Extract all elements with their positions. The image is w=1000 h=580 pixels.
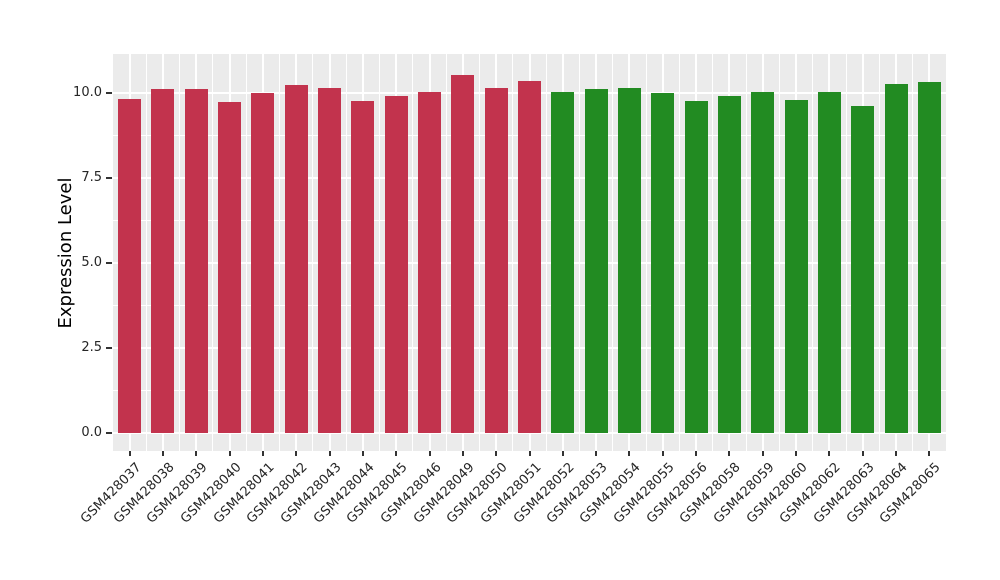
bar [484,87,508,433]
y-tick-mark [106,432,112,434]
bar [617,87,641,433]
minor-gridline-v [912,54,914,451]
bar [284,85,308,433]
y-tick-mark [106,262,112,265]
x-tick-mark [361,451,364,456]
minor-gridline-v [712,54,714,451]
x-tick-mark [161,451,164,456]
x-tick-mark [861,451,864,456]
minor-gridline-v [179,54,181,451]
x-tick-mark [461,451,464,456]
x-tick-mark [495,451,498,456]
bar [717,96,741,433]
bar [817,91,841,433]
y-tick-mark [106,347,112,350]
y-tick-label: 10.0 [73,85,102,101]
x-tick-mark [395,451,398,456]
x-tick-mark [928,451,931,456]
bar [118,99,142,433]
minor-gridline-v [412,54,414,451]
minor-gridline-v [612,54,614,451]
minor-gridline-v [512,54,514,451]
x-tick-mark [728,451,731,456]
bar [218,101,242,433]
bar [451,74,475,433]
plot-panel [113,54,946,451]
minor-gridline-v [212,54,214,451]
minor-gridline-v [778,54,780,451]
x-tick-mark [628,451,631,456]
bar [351,100,375,433]
minor-gridline-v [145,54,147,451]
bar [751,91,775,433]
minor-gridline-v [578,54,580,451]
minor-gridline-v [379,54,381,451]
y-axis-title: Expression Level [55,177,76,329]
bar [251,93,275,433]
bar [917,82,941,433]
x-tick-mark [895,451,898,456]
bar [518,81,541,433]
x-tick-mark [328,451,331,456]
minor-gridline-v [645,54,647,451]
x-tick-mark [561,451,564,456]
bar [318,87,342,433]
bar [184,88,208,433]
x-tick-mark [695,451,698,456]
bar [551,91,575,433]
x-tick-mark [261,451,264,456]
minor-gridline-v [479,54,481,451]
y-tick-mark [106,92,112,95]
minor-gridline-v [878,54,880,451]
x-tick-mark [795,451,798,456]
minor-gridline-v [345,54,347,451]
bar [384,95,408,433]
minor-gridline-v [312,54,314,451]
bar [651,93,675,433]
minor-gridline-v [745,54,747,451]
y-tick-label: 7.5 [81,170,102,186]
minor-gridline-v [245,54,247,451]
minor-gridline-v [678,54,680,451]
x-tick-mark [595,451,598,456]
x-tick-mark [195,451,198,456]
x-tick-mark [828,451,831,456]
x-tick-mark [761,451,764,456]
x-tick-mark [661,451,664,456]
y-tick-label: 0.0 [81,425,102,440]
x-tick-mark [295,451,298,456]
minor-gridline-v [545,54,547,451]
bar [584,88,608,433]
x-tick-mark [128,451,131,456]
y-tick-mark [106,177,112,180]
bar [151,88,175,433]
x-tick-mark [228,451,231,456]
bar [418,92,442,433]
x-tick-mark [528,451,531,456]
minor-gridline-v [445,54,447,451]
minor-gridline-v [279,54,281,451]
bar [784,100,808,433]
bar [884,83,908,433]
y-tick-label: 2.5 [81,340,102,356]
minor-gridline-v [812,54,814,451]
bar [851,105,875,433]
minor-gridline-v [845,54,847,451]
y-tick-label: 5.0 [81,255,102,271]
bar [684,101,708,433]
x-tick-mark [428,451,431,456]
